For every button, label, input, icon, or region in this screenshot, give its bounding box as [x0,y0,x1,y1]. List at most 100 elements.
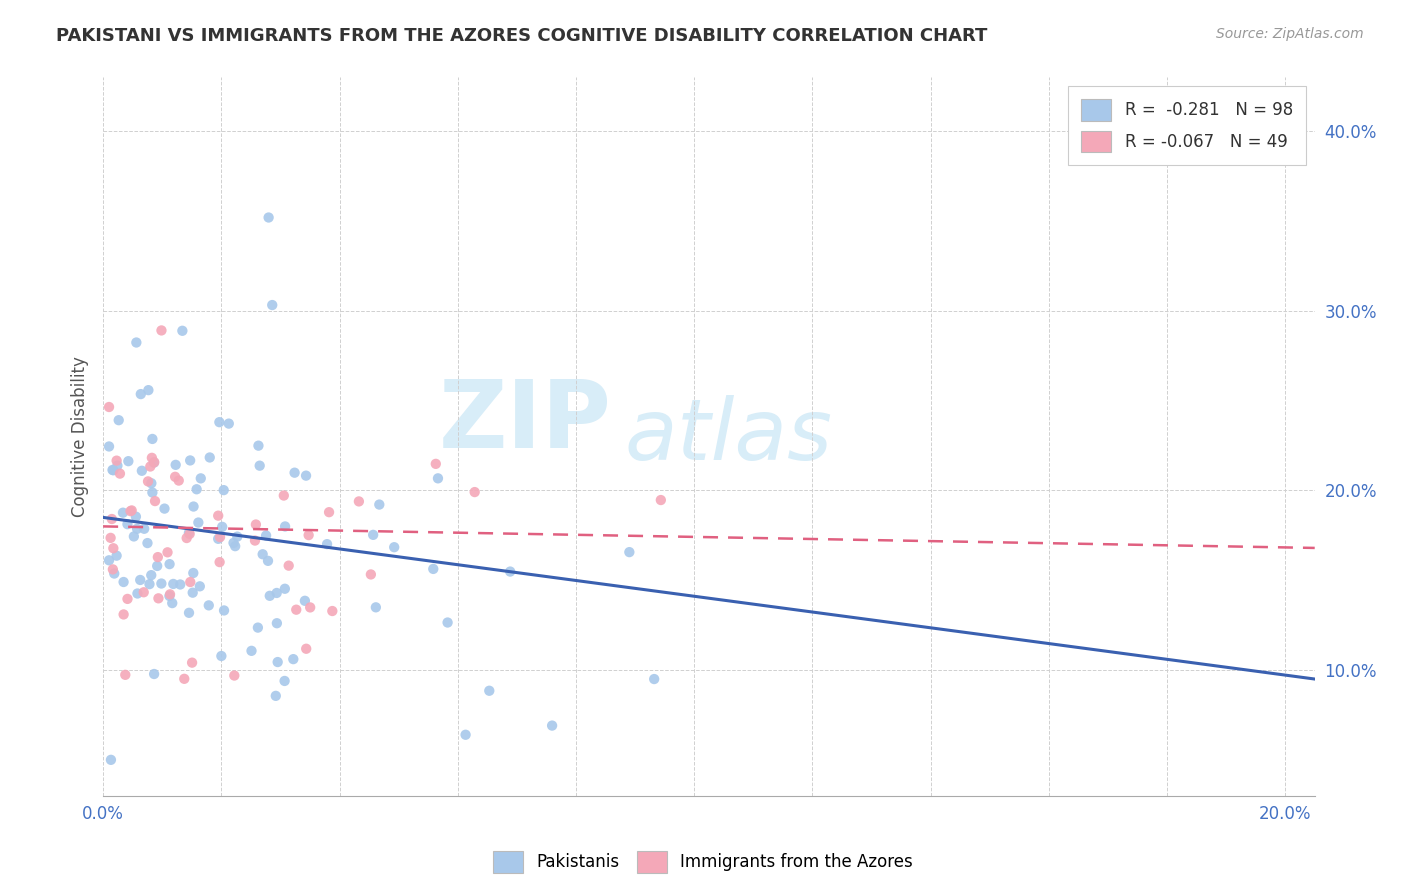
Point [262,298,284,312]
Point [361,528,384,542]
Point [211,520,233,534]
Point [107,413,129,427]
Point [121,503,143,517]
Point [143,494,166,508]
Point [179,527,201,541]
Point [207,532,229,546]
Point [100,753,122,767]
Point [132,585,155,599]
Point [148,591,170,606]
Point [141,432,163,446]
Point [98,553,121,567]
Point [162,596,184,610]
Point [159,589,181,603]
Point [112,574,135,589]
Point [364,600,387,615]
Point [266,655,288,669]
Point [212,483,235,497]
Point [162,577,184,591]
Point [117,517,139,532]
Point [382,540,405,554]
Point [103,566,125,581]
Point [650,493,672,508]
Text: PAKISTANI VS IMMIGRANTS FROM THE AZORES COGNITIVE DISABILITY CORRELATION CHART: PAKISTANI VS IMMIGRANTS FROM THE AZORES … [56,27,987,45]
Point [103,541,125,556]
Point [138,383,160,397]
Point [266,616,288,631]
Point [264,689,287,703]
Point [643,672,665,686]
Point [169,577,191,591]
Point [183,500,205,514]
Point [181,566,204,580]
Point [101,562,124,576]
Text: Source: ZipAtlas.com: Source: ZipAtlas.com [1216,27,1364,41]
Point [117,591,139,606]
Text: atlas: atlas [624,395,832,478]
Point [295,468,318,483]
Point [246,621,269,635]
Point [125,509,148,524]
Point [176,531,198,545]
Point [207,508,229,523]
Point [619,545,641,559]
Point [274,582,297,596]
Point [209,648,232,663]
Point [247,439,270,453]
Point [478,683,501,698]
Point [454,728,477,742]
Point [127,586,149,600]
Point [142,456,165,470]
Point [222,536,245,550]
Point [321,604,343,618]
Point [181,656,204,670]
Point [101,463,124,477]
Point [98,400,121,414]
Point [198,450,221,465]
Point [179,453,201,467]
Point [107,458,129,473]
Point [347,494,370,508]
Point [318,505,340,519]
Point [422,562,444,576]
Point [245,517,267,532]
Point [122,529,145,543]
Point [252,547,274,561]
Point [134,522,156,536]
Point [165,458,187,472]
Legend: R =  -0.281   N = 98, R = -0.067   N = 49: R = -0.281 N = 98, R = -0.067 N = 49 [1069,86,1306,165]
Point [294,594,316,608]
Point [426,471,449,485]
Point [187,516,209,530]
Point [146,558,169,573]
Point [179,575,201,590]
Point [105,453,128,467]
Point [100,531,122,545]
Point [111,506,134,520]
Point [105,549,128,563]
Point [186,483,208,497]
Point [298,528,321,542]
Point [277,558,299,573]
Point [218,417,240,431]
Point [295,641,318,656]
Point [273,673,295,688]
Point [129,387,152,401]
Point [131,464,153,478]
Point [173,672,195,686]
Point [150,323,173,337]
Point [129,573,152,587]
Point [464,485,486,500]
Point [541,718,564,732]
Point [167,474,190,488]
Point [120,504,142,518]
Point [224,668,246,682]
Point [159,557,181,571]
Point [188,579,211,593]
Point [114,668,136,682]
Point [143,455,166,469]
Point [139,459,162,474]
Point [177,525,200,540]
Point [197,599,219,613]
Point [172,324,194,338]
